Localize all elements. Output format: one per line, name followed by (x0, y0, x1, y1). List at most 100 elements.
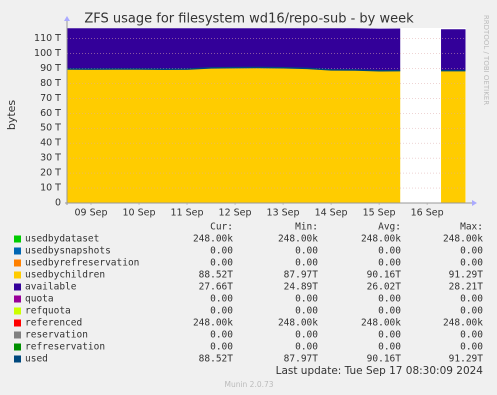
legend-label: reservation (25, 330, 88, 341)
x-tick-label: 12 Sep (219, 208, 252, 219)
legend-header: Max: (460, 222, 483, 233)
legend-value: 0.00 (378, 342, 401, 353)
legend-swatch (14, 235, 21, 243)
legend-value: 27.66T (199, 282, 234, 293)
x-tick-label: 15 Sep (363, 208, 396, 219)
legend-value: 0.00 (295, 246, 318, 257)
legend-value: 88.52T (199, 354, 234, 365)
legend-value: 0.00 (295, 306, 318, 317)
y-arrow (64, 16, 70, 21)
legend-value: 90.16T (367, 354, 402, 365)
legend-label: usedbychildren (25, 270, 105, 281)
legend-header: Cur: (210, 222, 233, 233)
legend-value: 0.00 (378, 258, 401, 269)
legend-value: 87.97T (284, 270, 319, 281)
x-tick-label: 10 Sep (123, 208, 156, 219)
y-tick-label: 70 T (40, 93, 61, 104)
legend-value: 0.00 (378, 246, 401, 257)
legend-value: 0.00 (460, 246, 483, 257)
legend-value: 0.00 (460, 306, 483, 317)
legend-swatch (14, 307, 21, 315)
legend-value: 0.00 (210, 258, 233, 269)
chart-title: ZFS usage for filesystem wd16/repo-sub -… (84, 12, 414, 27)
x-arrow (472, 200, 477, 206)
legend-label: usedbydataset (25, 234, 99, 245)
y-tick-label: 0 (55, 198, 61, 209)
legend-label: quota (25, 294, 54, 305)
legend-value: 26.02T (367, 282, 402, 293)
legend-label: available (25, 282, 77, 293)
legend-swatch (14, 343, 21, 351)
legend-header: Avg: (378, 222, 401, 233)
legend-value: 0.00 (378, 306, 401, 317)
legend-swatch (14, 355, 21, 363)
y-tick-label: 50 T (40, 123, 61, 134)
legend-value: 0.00 (460, 330, 483, 341)
y-tick-label: 110 T (34, 33, 61, 44)
legend-value: 0.00 (378, 294, 401, 305)
legend-value: 91.29T (449, 270, 484, 281)
area (67, 67, 466, 203)
y-tick-label: 40 T (40, 138, 61, 149)
legend-label: refquota (25, 306, 71, 317)
legend-value: 0.00 (210, 306, 233, 317)
legend-value: 91.29T (449, 354, 484, 365)
y-tick-label: 20 T (40, 168, 61, 179)
y-axis-label: bytes (5, 100, 18, 131)
y-tick-label: 80 T (40, 78, 61, 89)
legend-swatch (14, 295, 21, 303)
x-tick-label: 11 Sep (171, 208, 204, 219)
legend-value: 0.00 (210, 330, 233, 341)
legend-value: 24.89T (284, 282, 319, 293)
legend-value: 0.00 (460, 258, 483, 269)
last-update: Last update: Tue Sep 17 08:30:09 2024 (276, 365, 484, 377)
x-tick-label: 13 Sep (267, 208, 300, 219)
legend-label: usedbysnapshots (25, 246, 111, 257)
legend-header: Min: (295, 222, 318, 233)
y-tick-label: 60 T (40, 108, 61, 119)
x-tick-label: 14 Sep (315, 208, 348, 219)
legend-value: 0.00 (295, 294, 318, 305)
legend-value: 248.00k (193, 234, 233, 245)
area (67, 28, 466, 71)
x-tick-label: 09 Sep (74, 208, 107, 219)
legend-label: refreservation (25, 342, 105, 353)
legend-value: 0.00 (460, 342, 483, 353)
legend-label: used (25, 354, 48, 365)
footer: Munin 2.0.73 (224, 380, 273, 389)
legend-swatch (14, 283, 21, 291)
legend-value: 88.52T (199, 270, 234, 281)
legend-value: 0.00 (295, 342, 318, 353)
legend-value: 248.00k (361, 318, 401, 329)
legend-value: 0.00 (460, 294, 483, 305)
side-label: RRDTOOL / TOBI OETIKER (482, 15, 490, 105)
x-tick-label: 16 Sep (411, 208, 444, 219)
legend-value: 0.00 (295, 330, 318, 341)
legend-value: 248.00k (278, 318, 318, 329)
legend-value: 0.00 (378, 330, 401, 341)
legend-value: 0.00 (210, 294, 233, 305)
legend-value: 248.00k (443, 318, 483, 329)
legend-swatch (14, 319, 21, 327)
legend-value: 0.00 (210, 246, 233, 257)
legend-value: 248.00k (361, 234, 401, 245)
y-tick-label: 100 T (34, 48, 61, 59)
legend-swatch (14, 247, 21, 255)
y-tick-label: 10 T (40, 183, 61, 194)
legend-swatch (14, 331, 21, 339)
legend-value: 248.00k (193, 318, 233, 329)
legend-swatch (14, 271, 21, 279)
legend-value: 0.00 (295, 258, 318, 269)
legend-value: 87.97T (284, 354, 319, 365)
legend-label: usedbyrefreservation (25, 258, 139, 269)
y-tick-label: 30 T (40, 153, 61, 164)
legend-label: referenced (25, 318, 82, 329)
legend-value: 248.00k (443, 234, 483, 245)
y-tick-label: 90 T (40, 63, 61, 74)
legend-swatch (14, 259, 21, 267)
legend-value: 90.16T (367, 270, 402, 281)
legend-value: 0.00 (210, 342, 233, 353)
legend-value: 28.21T (449, 282, 484, 293)
legend-value: 248.00k (278, 234, 318, 245)
